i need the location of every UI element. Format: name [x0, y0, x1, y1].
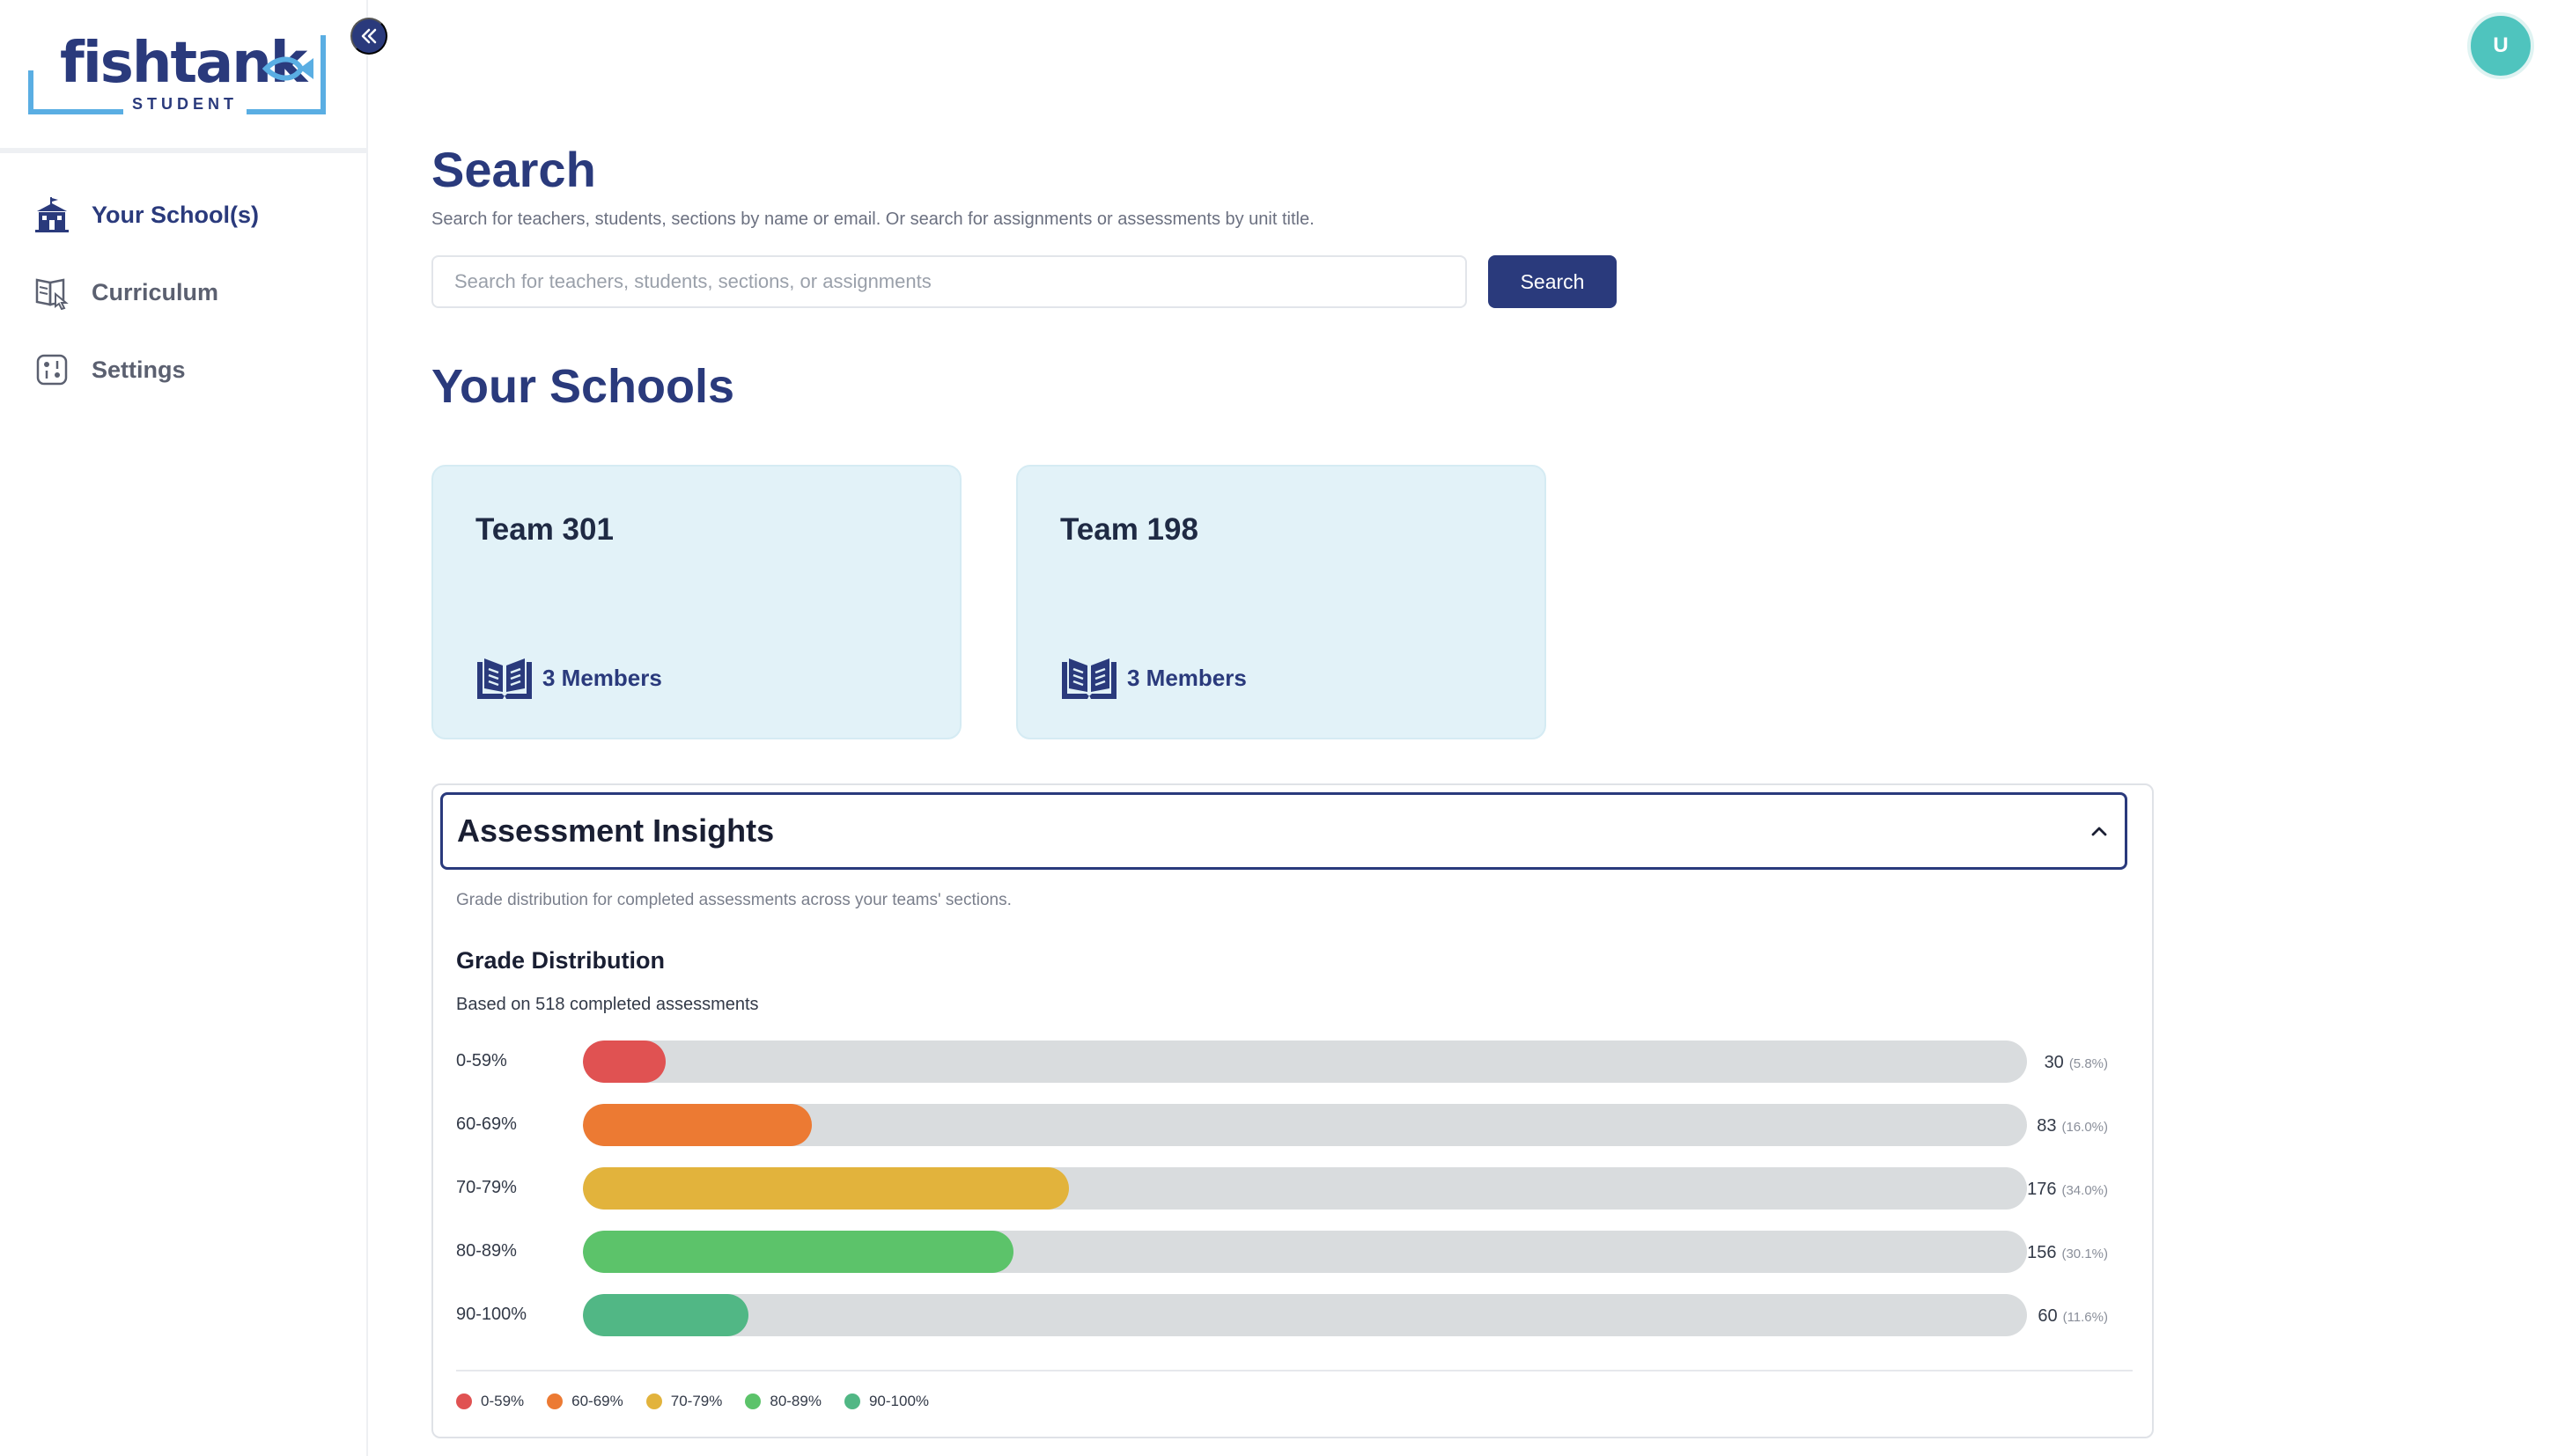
assessment-insights-title: Assessment Insights [457, 813, 775, 849]
user-avatar[interactable]: U [2467, 12, 2534, 79]
school-card-team-198[interactable]: Team 198 3 Members [1016, 465, 1546, 739]
legend-divider [456, 1370, 2133, 1371]
legend-dot [844, 1393, 860, 1409]
fishtank-logo[interactable]: fishtank STUDENT [28, 30, 326, 114]
grade-bar-fill [583, 1231, 1013, 1273]
grade-distribution-subtitle: Based on 518 completed assessments [456, 995, 759, 1014]
grade-count-value: 176 [2027, 1180, 2057, 1199]
grade-bar-fill [583, 1104, 812, 1146]
legend-dot [645, 1393, 662, 1409]
double-chevron-left-icon [361, 28, 377, 44]
chevron-up-icon [2091, 827, 2107, 836]
grade-range-label: 70-79% [456, 1178, 517, 1197]
grade-count: 30 (5.8%) [2045, 1053, 2108, 1073]
search-input[interactable] [431, 255, 1467, 308]
grade-count-value: 83 [2037, 1116, 2057, 1136]
search-button[interactable]: Search [1488, 255, 1617, 308]
grade-bar-fill [583, 1041, 667, 1083]
legend-label: 80-89% [770, 1393, 822, 1409]
sidebar-item-your-schools[interactable]: Your School(s) [0, 176, 366, 254]
grade-range-label: 60-69% [456, 1114, 517, 1134]
legend-dot [547, 1393, 564, 1409]
grade-bar-row: 90-100% 60 (11.6%) [456, 1294, 2129, 1338]
grade-count-percent: (11.6%) [2062, 1310, 2108, 1325]
sidebar-item-settings[interactable]: Settings [0, 331, 366, 408]
school-card-title: Team 198 [1060, 512, 1198, 547]
grade-count: 156 (30.1%) [2027, 1243, 2108, 1263]
assessment-insights-panel: Assessment Insights Grade distribution f… [431, 783, 2154, 1438]
logo-wordmark: fishtank [55, 30, 312, 97]
sidebar-divider [0, 148, 366, 153]
fish-tail-icon [262, 56, 313, 81]
grade-distribution-title: Grade Distribution [456, 947, 666, 974]
grade-count-value: 30 [2044, 1053, 2064, 1072]
grade-bar-row: 70-79% 176 (34.0%) [456, 1167, 2129, 1211]
grade-range-label: 80-89% [456, 1241, 517, 1261]
legend-item: 0-59% [456, 1393, 524, 1410]
legend-item: 80-89% [745, 1393, 822, 1410]
school-card-team-301[interactable]: Team 301 3 Members [431, 465, 962, 739]
members-count: 3 Members [542, 664, 662, 691]
grade-count-percent: (34.0%) [2061, 1183, 2108, 1198]
grade-bar-track [583, 1104, 2027, 1146]
assessment-insights-description: Grade distribution for completed assessm… [456, 891, 1012, 909]
grade-bar-fill [583, 1294, 749, 1336]
grade-range-label: 0-59% [456, 1051, 507, 1070]
legend-dot [745, 1393, 762, 1409]
grade-count-value: 60 [2038, 1306, 2058, 1326]
school-card-title: Team 301 [475, 512, 614, 547]
open-book-icon [477, 658, 532, 699]
your-schools-title: Your Schools [431, 360, 735, 413]
legend-item: 60-69% [547, 1393, 623, 1410]
grade-legend: 0-59% 60-69% 70-79% 80-89% 90-100% [456, 1393, 952, 1410]
grade-count-percent: (5.8%) [2068, 1056, 2108, 1071]
assessment-insights-toggle[interactable]: Assessment Insights [440, 792, 2127, 870]
search-title: Search [431, 142, 596, 197]
sidebar-item-label: Settings [92, 356, 186, 383]
sidebar-item-curriculum[interactable]: Curriculum [0, 254, 366, 331]
members-count: 3 Members [1127, 664, 1247, 691]
grade-bar-row: 0-59% 30 (5.8%) [456, 1041, 2129, 1085]
grade-range-label: 90-100% [456, 1305, 527, 1324]
grade-count: 83 (16.0%) [2037, 1116, 2108, 1136]
legend-label: 60-69% [571, 1393, 623, 1409]
grade-count-percent: (30.1%) [2061, 1246, 2108, 1261]
sidebar-nav: Your School(s) Curriculum [0, 176, 366, 408]
settings-dial-icon [33, 351, 70, 388]
legend-dot [456, 1393, 472, 1409]
grade-count-percent: (16.0%) [2061, 1120, 2108, 1135]
school-card-members: 3 Members [1060, 655, 1247, 701]
legend-label: 70-79% [670, 1393, 723, 1409]
open-book-icon [1062, 658, 1117, 699]
grade-bar-track [583, 1041, 2027, 1083]
legend-item: 90-100% [844, 1393, 929, 1410]
avatar-initial: U [2493, 33, 2509, 57]
collapse-sidebar-button[interactable] [350, 18, 387, 55]
legend-item: 70-79% [645, 1393, 723, 1410]
grade-count: 60 (11.6%) [2038, 1306, 2108, 1327]
legend-label: 0-59% [481, 1393, 525, 1409]
sidebar-item-label: Your School(s) [92, 201, 260, 228]
grade-bar-track [583, 1294, 2027, 1336]
grade-bar-row: 60-69% 83 (16.0%) [456, 1104, 2129, 1148]
grade-count-value: 156 [2027, 1243, 2057, 1262]
sidebar-item-label: Curriculum [92, 278, 219, 305]
grade-bar-track [583, 1167, 2027, 1210]
school-building-icon [33, 196, 70, 233]
book-pointer-icon [33, 274, 70, 311]
grade-bar-track [583, 1231, 2027, 1273]
search-description: Search for teachers, students, sections … [431, 210, 1315, 229]
school-card-members: 3 Members [475, 655, 662, 701]
sidebar: fishtank STUDENT Your School(s) [0, 0, 368, 1456]
logo-subtitle: STUDENT [123, 93, 247, 114]
grade-count: 176 (34.0%) [2027, 1180, 2108, 1200]
grade-bar-fill [583, 1167, 1070, 1210]
legend-label: 90-100% [868, 1393, 930, 1409]
grade-bar-row: 80-89% 156 (30.1%) [456, 1231, 2129, 1275]
